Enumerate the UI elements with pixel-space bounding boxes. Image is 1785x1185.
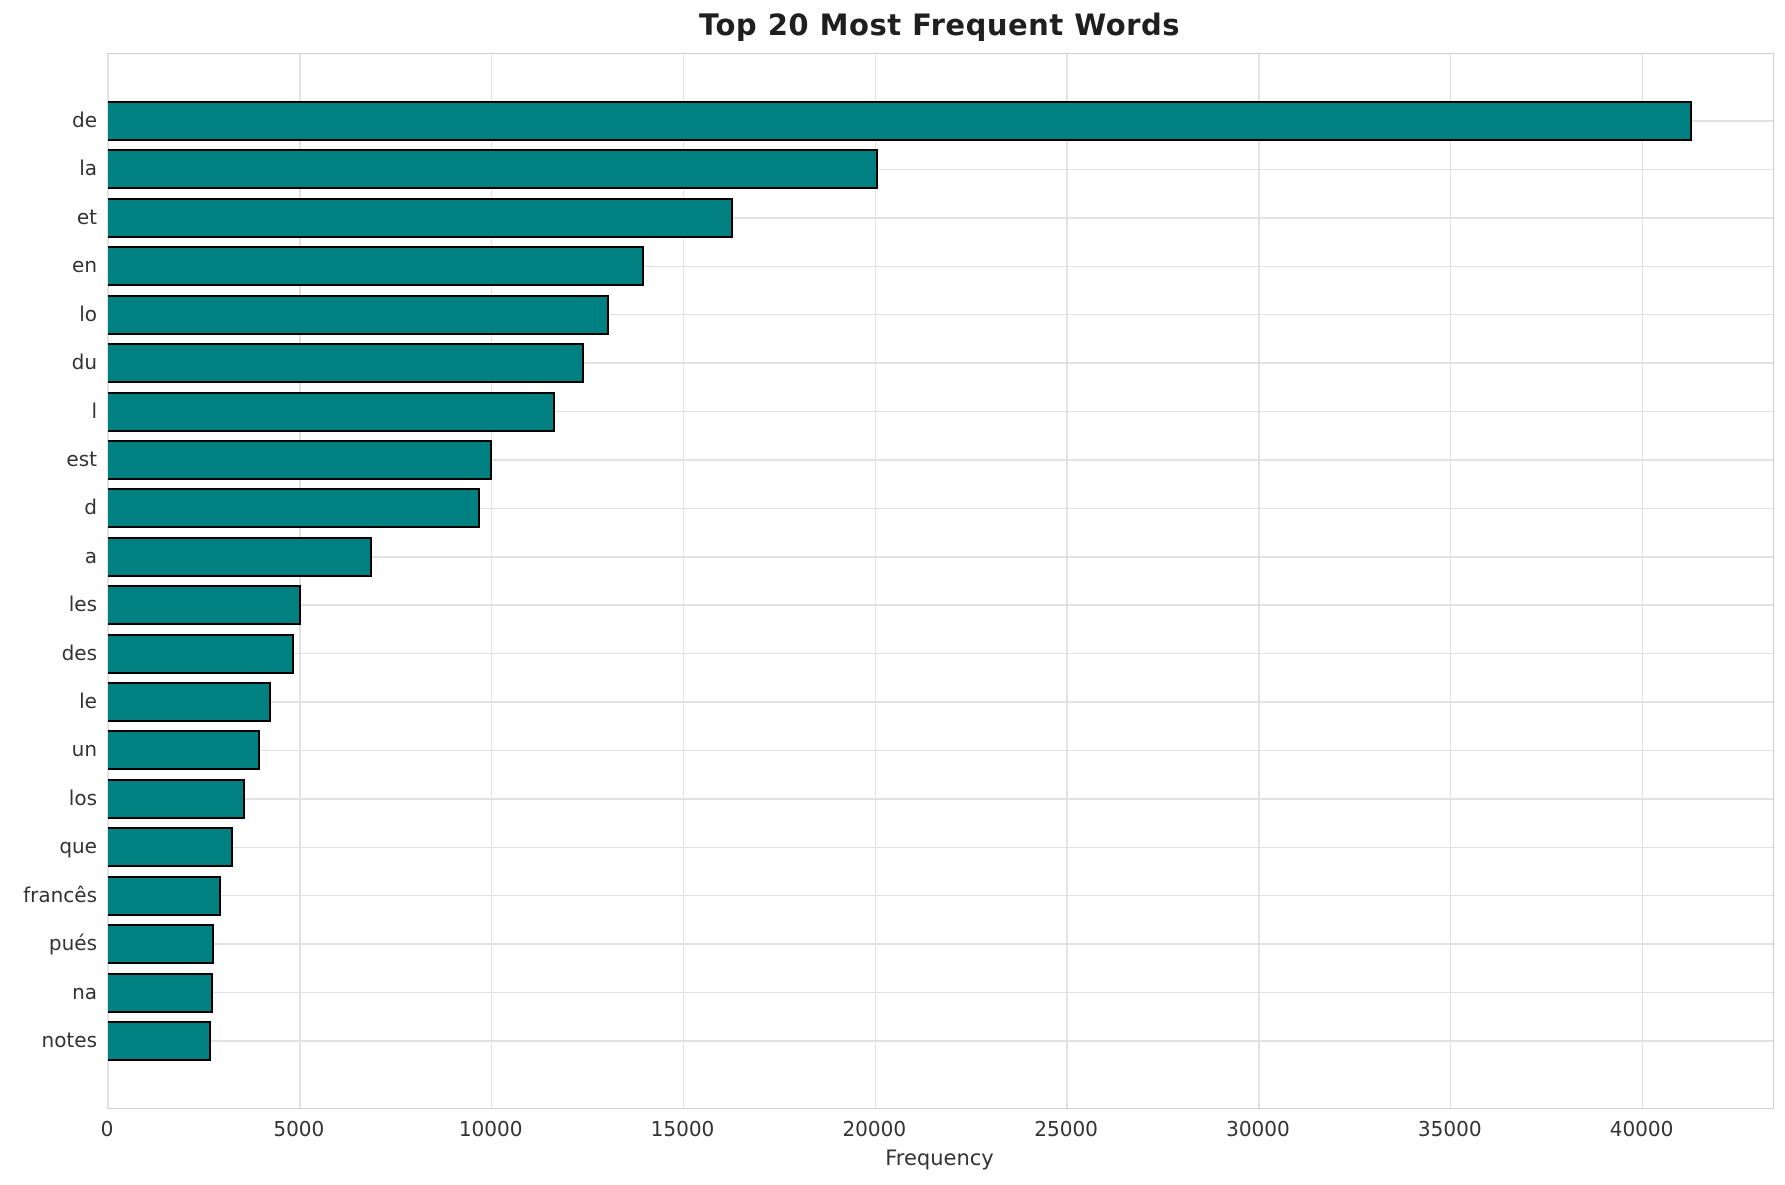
y-tick-label: notes [41,1027,97,1052]
bar [108,294,609,335]
bar [108,827,233,868]
x-tick-label: 15000 [650,1117,715,1141]
bar [108,488,480,529]
bar [108,149,878,190]
bar [108,875,221,916]
bar [108,343,584,384]
bar [108,101,1693,141]
bar [108,682,272,723]
gridline-vertical [682,54,685,1108]
gridline-horizontal [108,556,1773,558]
x-tick-label: 5000 [273,1117,325,1141]
x-tick-label: 40000 [1609,1117,1674,1141]
gridline-horizontal [108,168,1773,171]
bar [108,972,213,1013]
bar [108,246,644,287]
gridline-horizontal [108,846,1773,849]
gridline-vertical [1449,54,1452,1108]
gridline-horizontal [108,313,1773,316]
y-tick-label: du [71,350,97,375]
x-tick-label: 0 [100,1117,114,1141]
gridline-vertical [490,54,493,1108]
gridline-horizontal [108,749,1773,752]
bar [108,1020,211,1061]
y-tick-label: un [71,737,97,762]
gridline-horizontal [108,798,1773,800]
plot-area [107,53,1774,1109]
gridline-vertical [299,54,301,1108]
gridline-horizontal [108,701,1773,703]
x-tick-label: 20000 [842,1117,907,1141]
gridline-horizontal [108,507,1773,510]
gridline-vertical [874,54,877,1108]
gridline-horizontal [108,991,1773,994]
y-tick-label: a [84,543,97,568]
gridline-horizontal [108,604,1773,606]
gridline-horizontal [108,362,1773,364]
gridline-horizontal [108,894,1773,897]
bar [108,439,492,480]
y-tick-label: en [72,253,97,278]
x-tick-label: 30000 [1226,1117,1290,1141]
gridline-horizontal [108,459,1773,461]
bar [108,197,734,238]
chart-title: Top 20 Most Frequent Words [699,8,1180,42]
bar [108,585,301,626]
y-tick-label: de [72,108,97,132]
y-tick-label: pués [48,931,97,956]
gridline-horizontal [108,652,1773,655]
bar [108,730,260,771]
gridline-horizontal [108,217,1773,219]
y-tick-label: los [68,785,97,810]
x-tick-label: 10000 [458,1117,523,1141]
bar [108,633,294,674]
y-tick-label: que [59,834,97,859]
y-tick-label: lo [79,301,97,326]
gridline-horizontal [108,1040,1773,1042]
gridline-horizontal [108,265,1773,267]
gridline-vertical [1641,54,1644,1108]
y-tick-label: na [72,979,97,1004]
x-tick-label: 35000 [1417,1117,1482,1141]
y-tick-label: l [91,398,97,423]
gridline-horizontal [108,410,1773,413]
bar [108,924,214,965]
gridline-vertical [1066,54,1068,1108]
gridline-vertical [107,54,109,1108]
gridline-vertical [1258,54,1260,1108]
y-tick-label: des [61,640,97,665]
y-tick-label: le [79,689,97,714]
gridline-horizontal [108,943,1773,945]
y-tick-label: est [66,446,97,471]
bar [108,778,245,819]
x-tick-label: 25000 [1034,1117,1098,1141]
y-tick-label: d [84,495,97,520]
x-axis-label: Frequency [885,1146,994,1170]
bar [108,391,555,432]
y-tick-label: les [68,592,97,617]
bar [108,536,372,577]
y-tick-label: et [76,204,97,229]
y-tick-label: la [79,156,97,181]
y-tick-label: francês [23,882,97,907]
